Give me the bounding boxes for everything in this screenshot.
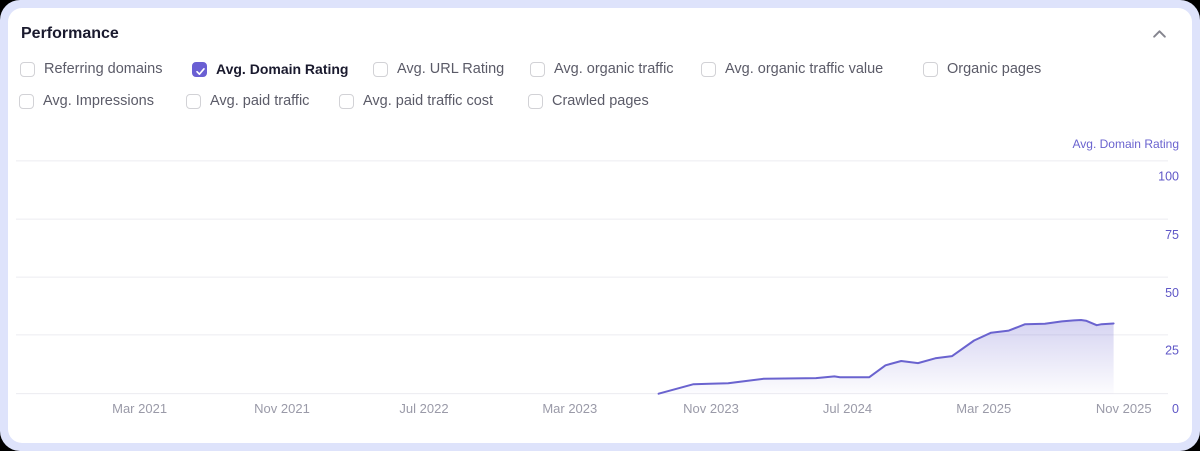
svg-text:Mar 2023: Mar 2023 <box>542 401 597 416</box>
svg-text:75: 75 <box>1165 228 1179 242</box>
svg-text:Avg. Domain Rating: Avg. Domain Rating <box>1073 137 1180 151</box>
svg-text:25: 25 <box>1165 344 1179 358</box>
svg-text:100: 100 <box>1158 170 1179 184</box>
svg-text:Mar 2025: Mar 2025 <box>956 401 1011 416</box>
svg-text:50: 50 <box>1165 286 1179 300</box>
svg-text:Nov 2025: Nov 2025 <box>1096 401 1152 416</box>
svg-text:Nov 2023: Nov 2023 <box>683 401 739 416</box>
svg-text:0: 0 <box>1172 402 1179 416</box>
svg-text:Jul 2024: Jul 2024 <box>823 401 872 416</box>
svg-text:Mar 2021: Mar 2021 <box>112 401 167 416</box>
svg-text:Nov 2021: Nov 2021 <box>254 401 310 416</box>
svg-text:Jul 2022: Jul 2022 <box>399 401 448 416</box>
